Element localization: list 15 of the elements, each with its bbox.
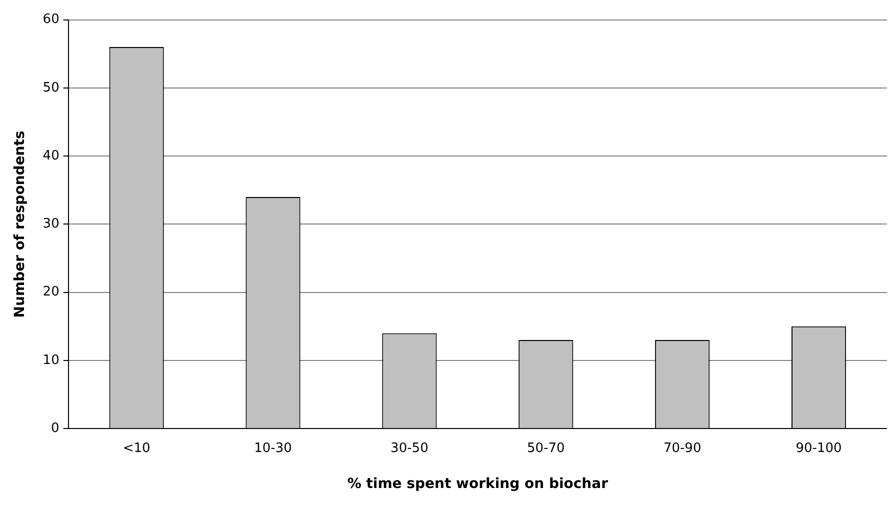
y-tick-label: 10 [42,352,60,368]
x-tick-label: 70-90 [663,440,702,456]
y-tick-label: 20 [42,284,60,300]
x-tick-label: 90-100 [796,440,842,456]
x-tick-label: 30-50 [390,440,428,456]
x-tick-label: 10-30 [254,440,292,456]
y-axis-title: Number of respondents [12,130,28,318]
x-tick-label: <10 [122,440,150,456]
y-tick-label: 40 [42,148,60,164]
y-tick-label: 0 [51,420,60,436]
y-tick-label: 30 [42,216,60,232]
y-tick-label: 50 [42,80,60,96]
y-tick-label: 60 [42,12,60,28]
x-axis-title: % time spent working on biochar [347,476,608,492]
x-tick-label: 50-70 [527,440,565,456]
